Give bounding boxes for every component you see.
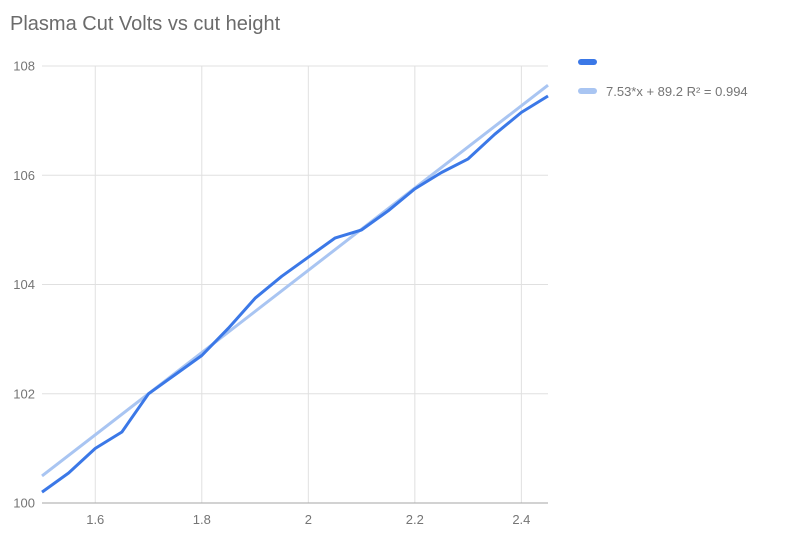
trendline-series[interactable]: [41, 84, 549, 478]
y-axis-tick-labels: 100 102 104 106 108: [13, 59, 35, 511]
x-tick-label: 2: [305, 512, 312, 527]
x-axis-tick-labels: 1.6 1.8 2 2.2 2.4: [86, 512, 530, 527]
x-tick-label: 2.2: [406, 512, 424, 527]
legend-item-trendline[interactable]: 7.53*x + 89.2 R² = 0.994: [578, 83, 783, 99]
y-tick-label: 102: [13, 386, 35, 401]
legend-item-series[interactable]: [578, 55, 783, 69]
y-tick-label: 108: [13, 59, 35, 74]
y-tick-label: 104: [13, 277, 35, 292]
y-tick-label: 106: [13, 168, 35, 183]
legend: 7.53*x + 89.2 R² = 0.994: [578, 55, 783, 113]
x-tick-label: 1.8: [193, 512, 211, 527]
series-lines: [41, 84, 549, 494]
chart-title: Plasma Cut Volts vs cut height: [10, 13, 281, 35]
x-tick-label: 2.4: [512, 512, 530, 527]
x-tick-label: 1.6: [86, 512, 104, 527]
y-tick-label: 100: [13, 496, 35, 511]
gridlines: [42, 65, 548, 503]
legend-label-trendline: 7.53*x + 89.2 R² = 0.994: [606, 83, 748, 99]
trendline-swatch: [578, 88, 597, 94]
series-swatch: [578, 59, 597, 65]
data-line-series[interactable]: [41, 94, 549, 494]
